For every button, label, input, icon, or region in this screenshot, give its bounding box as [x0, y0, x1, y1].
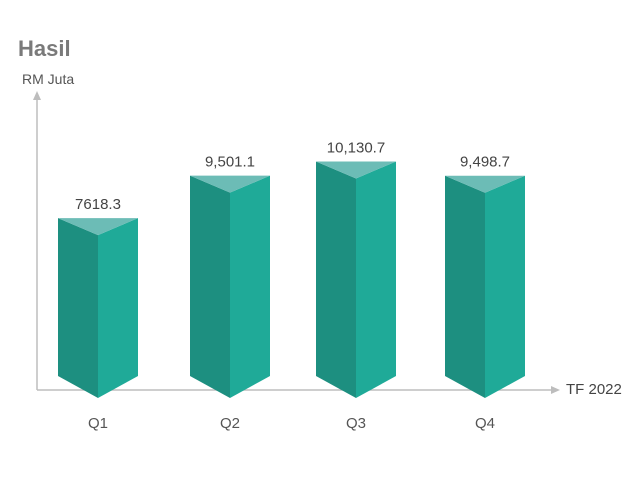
x-axis-label: TF 2022 — [566, 381, 622, 398]
bars-group — [58, 161, 525, 398]
y-axis-arrow-icon — [33, 91, 41, 100]
bar-q2 — [190, 175, 270, 398]
category-label-q1: Q1 — [88, 415, 108, 432]
bar-left-face — [316, 161, 356, 398]
category-label-q3: Q3 — [346, 415, 366, 432]
value-label-q3: 10,130.7 — [327, 139, 385, 156]
bar-q4 — [445, 175, 525, 398]
bar-right-face — [98, 218, 138, 398]
bar-left-face — [190, 175, 230, 398]
value-label-q2: 9,501.1 — [205, 154, 255, 171]
bar-top-face — [445, 175, 525, 193]
bar-q1 — [58, 218, 138, 398]
y-axis-label: RM Juta — [22, 71, 74, 87]
value-labels-group: 7618.3 9,501.1 10,130.7 9,498.7 — [75, 139, 510, 213]
category-label-q2: Q2 — [220, 415, 240, 432]
x-axis-arrow-icon — [551, 386, 560, 394]
chart-title: Hasil — [18, 36, 71, 61]
bar-right-face — [485, 175, 525, 398]
bar-left-face — [445, 175, 485, 398]
bar-top-face — [316, 161, 396, 179]
bar-top-face — [190, 175, 270, 193]
category-label-q4: Q4 — [475, 415, 495, 432]
bar-top-face — [58, 218, 138, 236]
bar-right-face — [230, 175, 270, 398]
value-label-q1: 7618.3 — [75, 196, 121, 213]
bar-q3 — [316, 161, 396, 398]
bar-right-face — [356, 161, 396, 398]
axes — [33, 91, 560, 394]
bar-left-face — [58, 218, 98, 398]
category-labels-group: Q1 Q2 Q3 Q4 — [88, 415, 495, 432]
value-label-q4: 9,498.7 — [460, 154, 510, 171]
